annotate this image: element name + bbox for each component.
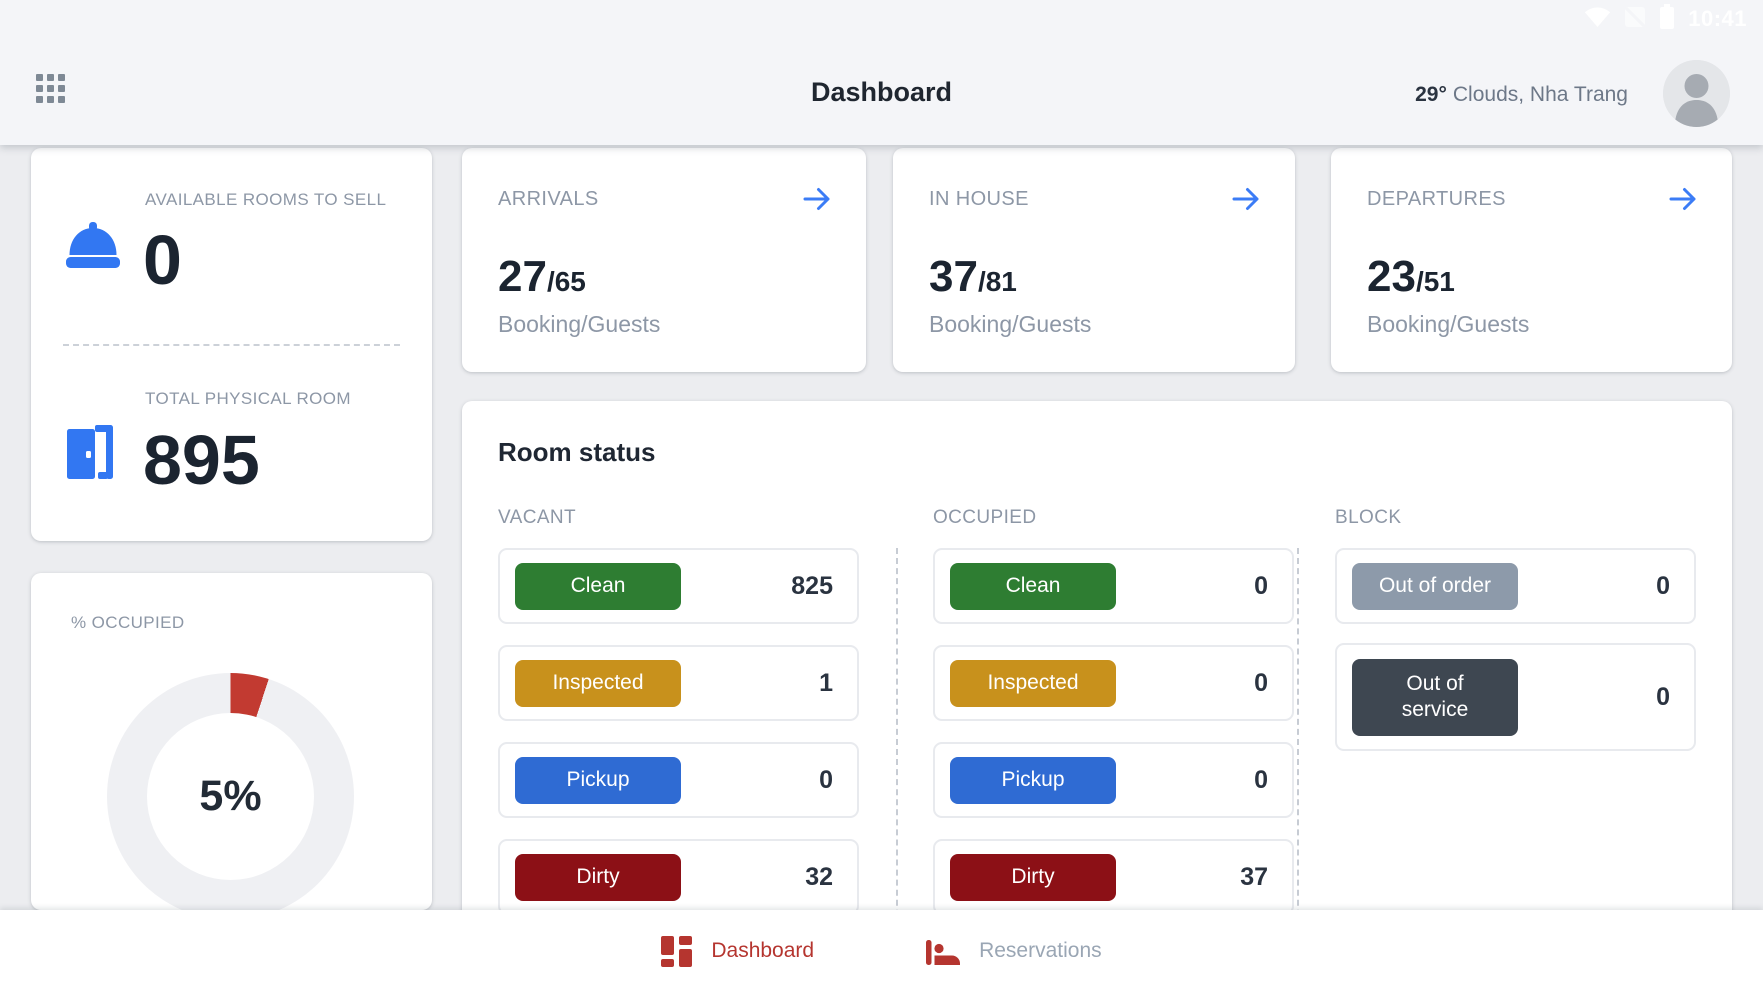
status-count: 37 <box>1240 862 1268 891</box>
weather-info: 29° Clouds, Nha Trang <box>1415 83 1628 107</box>
status-badge: Out of order <box>1352 562 1518 610</box>
nav-label-reservations: Reservations <box>979 939 1102 962</box>
status-count: 0 <box>1254 571 1268 600</box>
block-out-of-order-row[interactable]: Out of order 0 <box>1335 548 1696 624</box>
dashboard-icon <box>661 935 693 967</box>
occupancy-percent: 5% <box>199 772 262 820</box>
arrivals-sub-label: Booking/Guests <box>498 311 661 337</box>
grid-menu-icon[interactable] <box>36 74 67 105</box>
vacant-label: VACANT <box>498 507 577 528</box>
arrivals-count: 27/65 <box>498 252 586 301</box>
door-icon <box>64 425 120 484</box>
departures-sub-label: Booking/Guests <box>1367 311 1530 337</box>
vacant-dirty-row[interactable]: Dirty 32 <box>498 839 859 915</box>
column-divider <box>1297 548 1299 956</box>
nav-label-dashboard: Dashboard <box>711 939 815 962</box>
occupied-clean-row[interactable]: Clean 0 <box>933 548 1294 624</box>
status-badge: Out of service <box>1352 658 1518 736</box>
occupied-dirty-row[interactable]: Dirty 37 <box>933 839 1294 915</box>
status-count: 32 <box>805 862 833 891</box>
vacant-clean-row[interactable]: Clean 825 <box>498 548 859 624</box>
vacant-column: VACANT Clean 825 Inspected 1 Pickup 0 Di… <box>498 401 859 966</box>
room-status-card: Room status VACANT Clean 825 Inspected 1… <box>462 401 1732 966</box>
weather-location: Clouds, Nha Trang <box>1452 83 1628 106</box>
status-count: 0 <box>1254 668 1268 697</box>
arrivals-card: ARRIVALS 27/65 Booking/Guests <box>462 148 866 372</box>
in-house-sub-label: Booking/Guests <box>929 311 1092 337</box>
status-badge: Pickup <box>950 756 1116 804</box>
in-house-card: IN HOUSE 37/81 Booking/Guests <box>893 148 1295 372</box>
person-icon <box>1663 60 1730 127</box>
service-bell-icon <box>64 222 122 279</box>
departures-label: DEPARTURES <box>1367 188 1506 210</box>
divider <box>63 344 400 346</box>
nav-item-reservations[interactable]: Reservations <box>926 938 1102 965</box>
status-badge: Pickup <box>515 756 681 804</box>
arrivals-label: ARRIVALS <box>498 188 599 210</box>
status-count: 1 <box>819 668 833 697</box>
in-house-label: IN HOUSE <box>929 188 1029 210</box>
block-out-of-service-row[interactable]: Out of service 0 <box>1335 643 1696 751</box>
status-badge: Clean <box>515 562 681 610</box>
status-count: 0 <box>1254 765 1268 794</box>
clock-text: 10:41 <box>1688 6 1747 31</box>
total-rooms-label: TOTAL PHYSICAL ROOM <box>145 389 351 408</box>
occupied-column: OCCUPIED Clean 0 Inspected 0 Pickup 0 Di… <box>933 401 1294 966</box>
status-count: 825 <box>791 571 833 600</box>
column-divider <box>896 548 898 956</box>
weather-temp: 29° <box>1415 83 1447 106</box>
arrow-right-icon[interactable] <box>802 186 832 212</box>
battery-icon <box>1659 4 1675 34</box>
block-column: BLOCK Out of order 0 Out of service 0 <box>1335 401 1696 966</box>
arrow-right-icon[interactable] <box>1668 186 1698 212</box>
departures-count: 23/51 <box>1367 252 1455 301</box>
bottom-nav: Dashboard Reservations <box>0 910 1763 992</box>
page-title: Dashboard <box>810 77 953 107</box>
block-label: BLOCK <box>1335 507 1402 528</box>
in-house-count: 37/81 <box>929 252 1017 301</box>
status-badge: Inspected <box>515 659 681 707</box>
total-rooms-value: 895 <box>143 421 260 499</box>
vacant-inspected-row[interactable]: Inspected 1 <box>498 645 859 721</box>
vacant-pickup-row[interactable]: Pickup 0 <box>498 742 859 818</box>
occupancy-card: % OCCUPIED 5% <box>31 573 432 910</box>
room-status-title: Room status <box>498 437 656 467</box>
occupancy-label: % OCCUPIED <box>71 613 185 632</box>
status-count: 0 <box>819 765 833 794</box>
departures-card: DEPARTURES 23/51 Booking/Guests <box>1331 148 1732 372</box>
status-badge: Dirty <box>515 853 681 901</box>
top-bar: 10:41 Dashboard 29° Clouds, Nha Trang <box>0 0 1763 145</box>
bed-icon <box>926 938 961 965</box>
cell-signal-off-icon <box>1624 6 1646 33</box>
status-badge: Dirty <box>950 853 1116 901</box>
occupancy-donut: 5% <box>107 673 354 910</box>
available-rooms-label: AVAILABLE ROOMS TO SELL <box>145 190 387 209</box>
status-count: 0 <box>1656 571 1670 600</box>
arrow-right-icon[interactable] <box>1231 186 1261 212</box>
occupied-label: OCCUPIED <box>933 507 1037 528</box>
nav-item-dashboard[interactable]: Dashboard <box>661 935 815 967</box>
wifi-icon <box>1584 6 1611 32</box>
occupied-pickup-row[interactable]: Pickup 0 <box>933 742 1294 818</box>
status-badge: Inspected <box>950 659 1116 707</box>
status-badge: Clean <box>950 562 1116 610</box>
available-rooms-value: 0 <box>143 221 182 299</box>
status-count: 0 <box>1656 682 1670 711</box>
avatar[interactable] <box>1663 60 1730 127</box>
occupied-inspected-row[interactable]: Inspected 0 <box>933 645 1294 721</box>
status-bar: 10:41 <box>1584 4 1747 34</box>
rooms-summary-card: AVAILABLE ROOMS TO SELL 0 TOTAL PHYSICAL… <box>31 148 432 541</box>
